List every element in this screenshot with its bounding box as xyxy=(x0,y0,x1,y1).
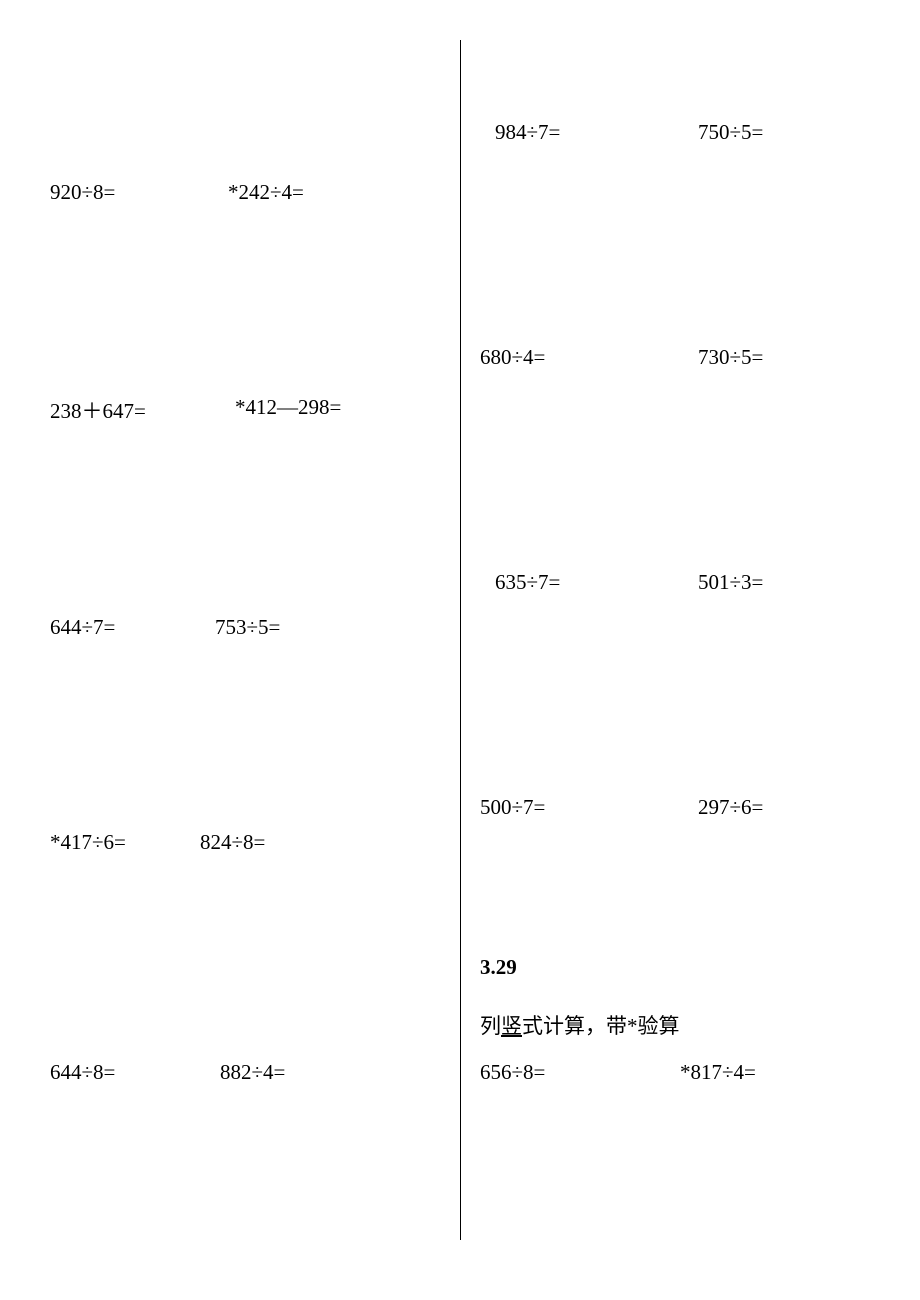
problem-cell: *817÷4= xyxy=(680,1060,756,1085)
problem-cell: 501÷3= xyxy=(698,570,763,595)
vertical-divider xyxy=(460,40,461,1240)
section-heading: 3.29 xyxy=(480,955,517,980)
problem-cell: 635÷7= xyxy=(495,570,560,595)
problem-cell: 656÷8= xyxy=(480,1060,545,1085)
problem-cell: 500÷7= xyxy=(480,795,545,820)
instr-prefix: 列 xyxy=(480,1014,501,1038)
problem-cell: 238＋647= xyxy=(50,395,146,425)
instr-underline: 竖 xyxy=(501,1014,522,1038)
problem-cell: 920÷8= xyxy=(50,180,115,205)
problem-cell: 824÷8= xyxy=(200,830,265,855)
instr-suffix: 式计算，带*验算 xyxy=(522,1014,680,1038)
problem-cell: 750÷5= xyxy=(698,120,763,145)
problem-cell: 644÷8= xyxy=(50,1060,115,1085)
problem-cell: *412—298= xyxy=(235,395,341,420)
problem-cell: *242÷4= xyxy=(228,180,304,205)
problem-cell: 297÷6= xyxy=(698,795,763,820)
problem-cell: 984÷7= xyxy=(495,120,560,145)
problem-cell: 753÷5= xyxy=(215,615,280,640)
problem-cell: *417÷6= xyxy=(50,830,126,855)
instruction-text: 列竖式计算，带*验算 xyxy=(480,1010,680,1040)
problem-cell: 644÷7= xyxy=(50,615,115,640)
problem-cell: 730÷5= xyxy=(698,345,763,370)
problem-cell: 882÷4= xyxy=(220,1060,285,1085)
problem-cell: 680÷4= xyxy=(480,345,545,370)
